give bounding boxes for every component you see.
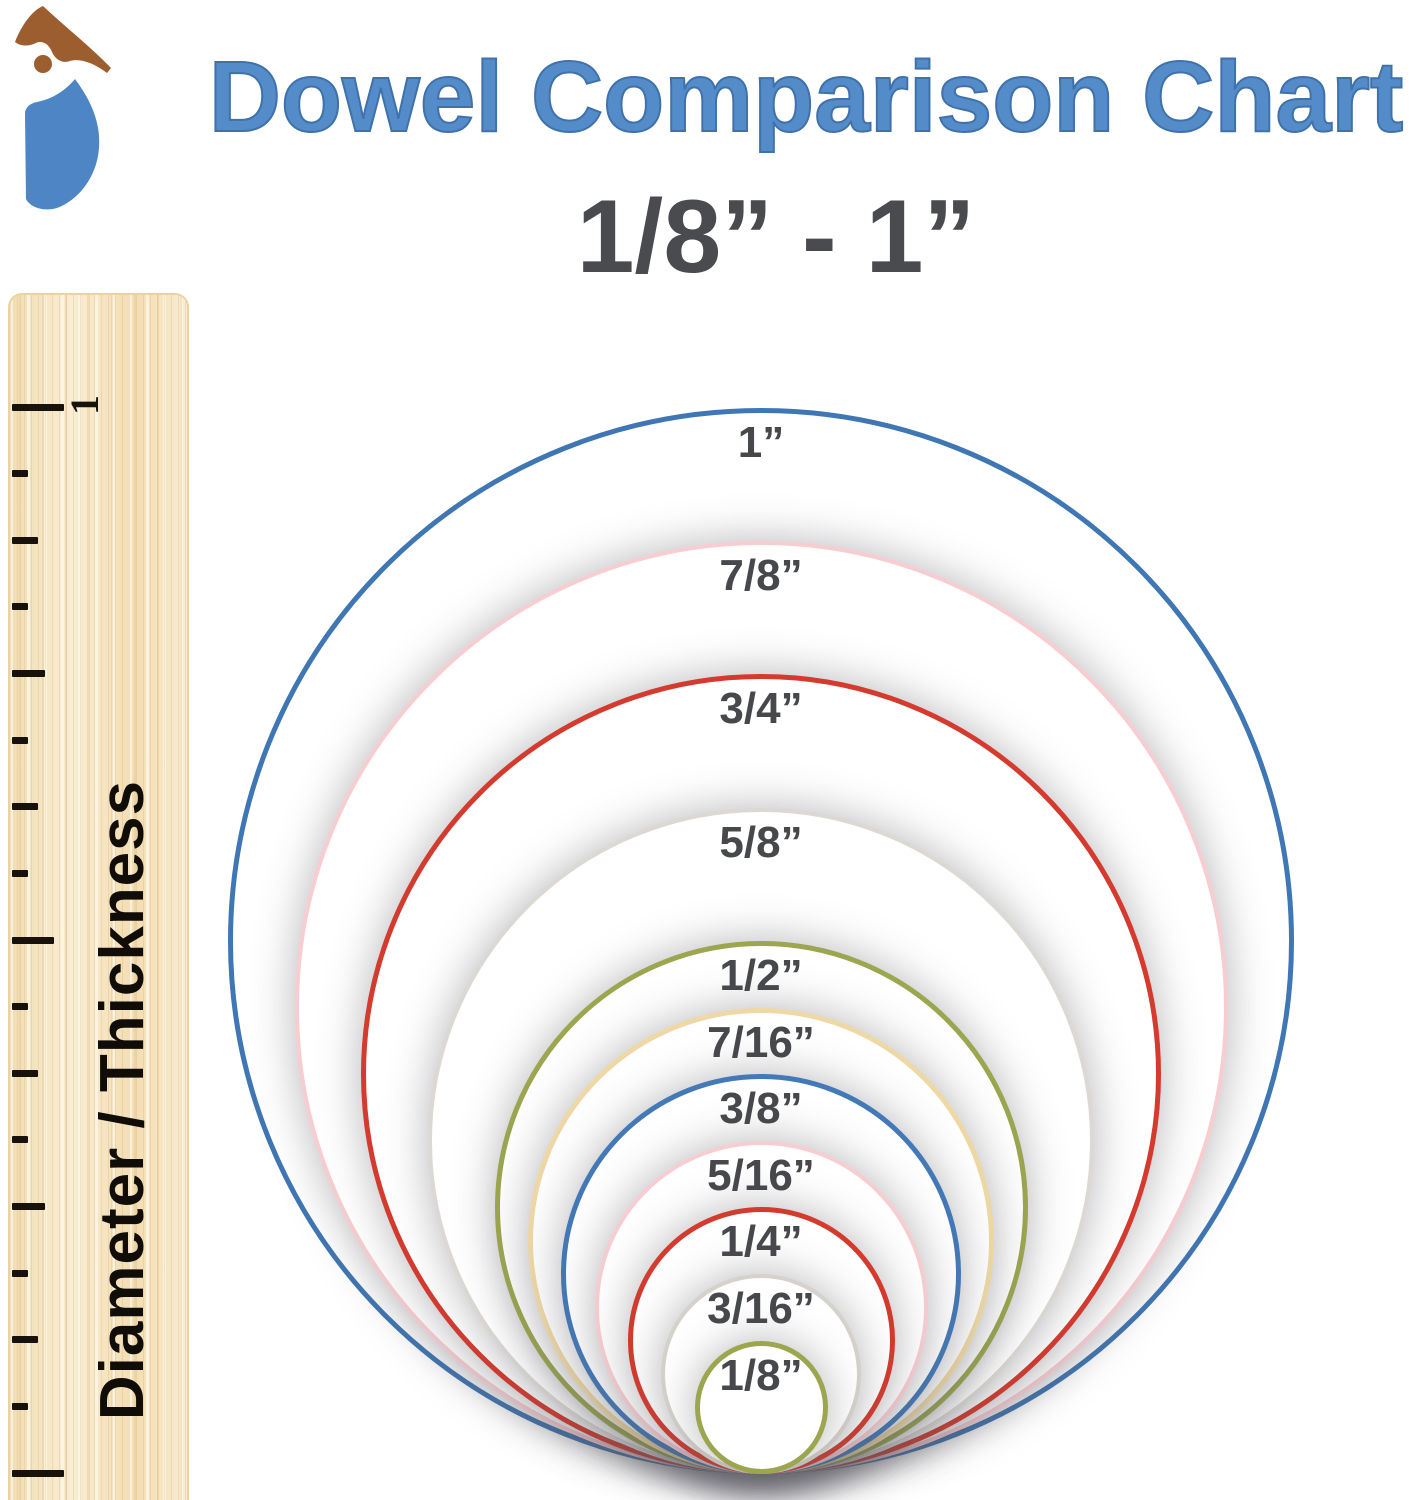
logo-eye-dot (34, 55, 52, 73)
page-title: Dowel Comparison Chart (208, 40, 1405, 154)
ring-label: 3/4” (719, 684, 803, 733)
ruler-tick (12, 1203, 45, 1210)
ruler-tick (12, 1070, 38, 1077)
ring-label: 1/4” (719, 1217, 803, 1266)
ring-label: 3/8” (719, 1084, 803, 1133)
logo-roof-shape (15, 6, 111, 73)
ring-label: 1/2” (719, 951, 803, 1000)
ring-label: 7/16” (707, 1018, 815, 1067)
logo-blue-body-shape (25, 79, 100, 210)
ring-label: 7/8” (719, 551, 803, 600)
ruler-tick (12, 1003, 28, 1010)
ring-label: 5/8” (719, 818, 803, 867)
wooden-ruler: 1 Diameter / Thickness (8, 293, 189, 1500)
dowel-ring (694, 1341, 828, 1474)
ruler-tick (12, 803, 38, 810)
ring-label: 1/8” (719, 1351, 803, 1400)
ruler-tick (12, 1136, 28, 1143)
ruler-tick (12, 1470, 64, 1477)
size-range-subtitle: 1/8” - 1” (576, 179, 976, 295)
ruler-tick (12, 1336, 38, 1343)
ruler-tick (12, 1403, 28, 1410)
ruler-tick (12, 937, 54, 944)
ruler-tick (12, 737, 28, 744)
ring-label: 1” (737, 418, 785, 467)
ruler-tick (12, 470, 28, 477)
woodpecker-birdhouse-logo-icon (15, 6, 111, 210)
ruler-tick (12, 1270, 28, 1277)
ruler-tick (12, 603, 28, 610)
ruler-tick (12, 670, 45, 677)
ruler-tick (12, 537, 38, 544)
ring-label: 5/16” (707, 1151, 815, 1200)
ruler-tick (12, 404, 64, 411)
ruler-tick (12, 870, 28, 877)
ring-label: 3/16” (707, 1284, 815, 1333)
